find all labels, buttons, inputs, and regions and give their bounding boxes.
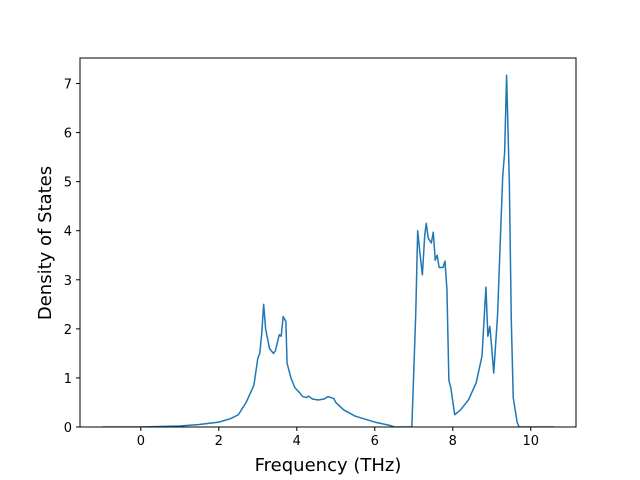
x-tick-label: 0 <box>137 434 145 449</box>
y-tick-label: 1 <box>64 372 72 387</box>
line <box>102 74 555 427</box>
x-axis-label: Frequency (THz) <box>255 455 402 476</box>
x-tick-label: 4 <box>293 434 301 449</box>
y-axis-label: Density of States <box>35 166 56 320</box>
y-tick-label: 0 <box>64 421 72 436</box>
x-tick-label: 10 <box>522 434 539 449</box>
y-tick-label: 2 <box>64 323 72 338</box>
x-tick-label: 8 <box>449 434 457 449</box>
y-tick-label: 5 <box>64 176 72 191</box>
x-tick-label: 2 <box>215 434 223 449</box>
y-tick-label: 4 <box>64 225 72 240</box>
y-tick-label: 6 <box>64 127 72 142</box>
plot-frame <box>79 57 577 428</box>
y-tick-label: 7 <box>64 78 72 93</box>
x-tick-label: 6 <box>371 434 379 449</box>
y-tick-label: 3 <box>64 274 72 289</box>
